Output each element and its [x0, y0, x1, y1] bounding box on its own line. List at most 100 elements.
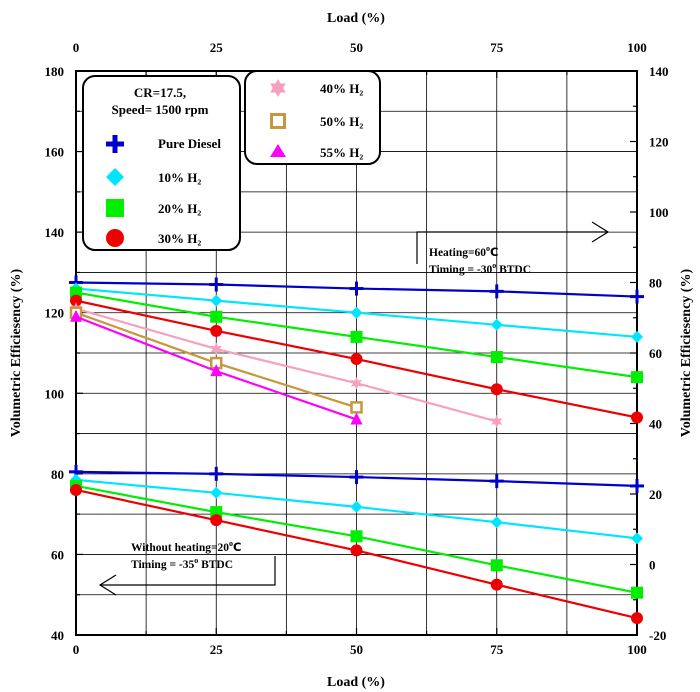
- point-30-h-heating: [70, 294, 82, 307]
- point-40-h-heating: [210, 342, 222, 356]
- legend-marker-40-h2-icon: [270, 79, 286, 97]
- no-heating-bracket-line: [101, 556, 276, 586]
- point-30-h-heating: [490, 383, 503, 396]
- series-line-40-h-heating: [75, 307, 498, 423]
- heating-note-line1-text: Heating=60: [429, 247, 486, 259]
- point-10-h-heating: [350, 306, 363, 319]
- no-heating-note-line2-unit: BTDC: [198, 559, 233, 571]
- point-20-h-no-heating: [631, 586, 643, 599]
- y-right-tick-label: 0: [649, 558, 656, 573]
- legend-title-line2: Speed= 1500 rpm: [112, 102, 209, 117]
- y-left-tick-label: 140: [45, 225, 65, 240]
- point-40-h-heating: [491, 414, 503, 428]
- annotation-heating: Heating=60oC Timing = -30o BTDC: [416, 221, 610, 276]
- y-axis-left-title: Volumetric Efficiesency (%): [9, 269, 24, 438]
- legend-box-2: 40% H₂ 50% H₂ 55% H₂: [244, 70, 381, 165]
- point-10-h-no-heating: [210, 486, 223, 499]
- y-left-tick-label: 120: [45, 306, 65, 321]
- legend-label-30-h2: 30% H₂: [158, 231, 201, 246]
- point-30-h-no-heating: [210, 514, 223, 527]
- point-20-h-no-heating: [210, 506, 223, 519]
- x-tick-label-bottom: 75: [490, 642, 504, 657]
- y-left-tick-label: 160: [45, 145, 65, 160]
- point-pure-diesel-heating: [630, 289, 644, 304]
- legend-title-line1: CR=17.5,: [134, 85, 186, 100]
- x-tick-label-top: 0: [73, 40, 80, 55]
- legend-marker-10-h2-icon: [106, 168, 124, 186]
- x-axis-top-title: Load (%): [327, 11, 385, 26]
- y-right-tick-label: 80: [649, 276, 662, 291]
- heating-note-line2-text: Timing = -30: [429, 264, 492, 276]
- no-heating-note-line2-text: Timing = -35: [131, 559, 194, 571]
- heating-note-line2: Timing = -30o BTDC: [429, 261, 531, 276]
- point-30-h-heating: [210, 324, 223, 337]
- y-right-tick-label: 40: [649, 417, 662, 432]
- point-10-h-heating: [631, 330, 643, 343]
- point-40-h-heating: [350, 376, 363, 390]
- point-30-h-no-heating: [350, 544, 363, 557]
- point-pure-diesel-no-heating: [209, 466, 224, 481]
- y-left-tick-label: 180: [45, 64, 65, 79]
- legend-label-50-h2: 50% H₂: [320, 114, 363, 129]
- legend-marker-pure-diesel-icon: [106, 135, 124, 153]
- point-pure-diesel-heating: [209, 277, 224, 292]
- no-heating-note-line1-unit: C: [233, 540, 241, 554]
- x-tick-label-bottom: 25: [210, 642, 224, 657]
- legend-marker-30-h2-icon: [106, 229, 124, 247]
- point-30-h-heating: [631, 411, 643, 424]
- tick-labels: 0 0 25 25 50 50 75 75 100 100 40 60 80 100 120 140 160 18…: [45, 40, 669, 657]
- point-20-h-heating: [210, 310, 223, 323]
- point-30-h-heating: [350, 353, 363, 366]
- point-30-h-no-heating: [490, 578, 503, 591]
- heating-arrow-right-icon: [591, 221, 610, 243]
- no-heating-note-line1-text: Without heating=20: [131, 542, 229, 554]
- degree-sign-2: o: [492, 261, 496, 270]
- y-axis-right-title: Volumetric Efficiesency (%): [679, 269, 694, 438]
- x-axis-bottom-title: Load (%): [327, 675, 385, 690]
- x-tick-label-bottom: 100: [627, 642, 647, 657]
- legend-marker-20-h2-icon: [106, 199, 124, 217]
- point-pure-diesel-heating: [489, 284, 504, 299]
- point-20-h-no-heating: [350, 530, 363, 543]
- legend-label-40-h2: 40% H₂: [320, 81, 363, 96]
- legend-label-10-h2: 10% H₂: [158, 170, 201, 185]
- heating-note-line1-unit: C: [490, 245, 498, 259]
- y-right-tick-label: 100: [649, 205, 669, 220]
- point-55-h-heating: [210, 364, 223, 377]
- legend-label-pure-diesel: Pure Diesel: [158, 136, 221, 151]
- y-right-tick-label: -20: [649, 628, 666, 643]
- x-tick-label-bottom: 0: [73, 642, 80, 657]
- y-left-tick-label: 60: [51, 547, 64, 562]
- point-20-h-heating: [631, 371, 643, 384]
- point-10-h-no-heating: [490, 516, 503, 529]
- degree-sign-1: o: [486, 244, 490, 253]
- no-heating-note-line1: Without heating=20oC: [131, 539, 242, 554]
- x-tick-label-bottom: 50: [350, 642, 363, 657]
- heating-note-line1: Heating=60oC: [429, 244, 498, 259]
- legend-marker-50-h2-icon: [270, 113, 286, 129]
- point-10-h-no-heating: [350, 500, 363, 513]
- degree-sign-4: o: [194, 556, 198, 565]
- point-20-h-no-heating: [490, 559, 503, 572]
- point-50-h-heating: [350, 401, 363, 414]
- x-tick-label-top: 50: [350, 40, 363, 55]
- legend-label-20-h2: 20% H₂: [158, 201, 201, 216]
- point-pure-diesel-heating: [349, 281, 364, 296]
- point-55-h-heating: [350, 412, 363, 425]
- y-right-tick-label: 120: [649, 135, 669, 150]
- series-layer: [69, 275, 644, 625]
- no-heating-note-line2: Timing = -35o BTDC: [131, 556, 233, 571]
- legend-marker-55-h2-icon: [270, 144, 286, 157]
- x-tick-label-top: 75: [490, 40, 504, 55]
- point-10-h-no-heating: [631, 532, 643, 545]
- point-10-h-heating: [210, 294, 223, 307]
- y-left-tick-label: 80: [51, 467, 64, 482]
- point-10-h-heating: [490, 318, 503, 331]
- point-20-h-heating: [490, 351, 503, 364]
- y-right-tick-label: 140: [649, 64, 669, 79]
- legend-box-1: CR=17.5, Speed= 1500 rpm Pure Diesel 10%…: [82, 75, 241, 251]
- annotation-no-heating: Without heating=20oC Timing = -35o BTDC: [98, 539, 276, 596]
- point-pure-diesel-no-heating: [349, 470, 364, 485]
- point-20-h-heating: [350, 330, 363, 343]
